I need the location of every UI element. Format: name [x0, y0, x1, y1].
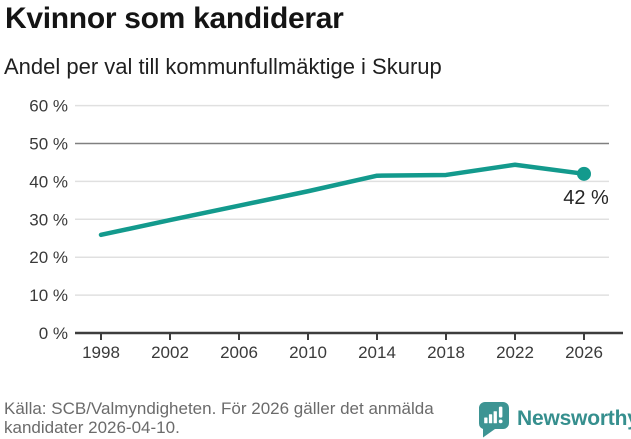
- bar-chart-bar-small-icon: [484, 417, 488, 423]
- x-axis-tick-label: 2006: [220, 343, 258, 362]
- y-axis-tick-label: 40 %: [29, 172, 68, 191]
- last-value-label: 42 %: [563, 187, 609, 209]
- x-axis-tick-label: 1998: [82, 343, 120, 362]
- y-axis-tick-label: 60 %: [29, 97, 68, 116]
- data-point-marker: [577, 166, 591, 181]
- x-axis-tick-label: 2014: [358, 343, 396, 362]
- bar-chart-bar-large-icon: [493, 410, 497, 423]
- data-line: [98, 162, 587, 238]
- exclamation-bar-icon: [498, 406, 503, 418]
- chart-title: Kvinnor som kandiderar: [5, 2, 344, 35]
- newsworthy-logo-text: Newsworthy: [517, 407, 631, 430]
- exclamation-dot-icon: [498, 419, 503, 423]
- x-axis-tick-label: 2018: [427, 343, 465, 362]
- y-axis-tick-label: 30 %: [29, 210, 68, 229]
- line-chart: 0 % 10 % 20 % 30 % 40 % 50 % 60 % 1998 2002 2006 2…: [29, 97, 623, 362]
- y-axis-tick-label: 0 %: [39, 324, 68, 343]
- chart-subtitle: Andel per val till kommunfullmäktige i S…: [4, 54, 442, 79]
- x-axis-tick-label: 2010: [289, 343, 327, 362]
- y-axis-tick-label: 10 %: [29, 286, 68, 305]
- newsworthy-logo: Newsworthy: [478, 400, 631, 438]
- y-axis-tick-label: 20 %: [29, 248, 68, 267]
- x-axis-tick-label: 2002: [151, 343, 189, 362]
- y-axis-tick-label: 50 %: [29, 135, 68, 154]
- x-axis-tick-label: 2026: [565, 343, 603, 362]
- x-axis-tick-label: 2022: [496, 343, 534, 362]
- newsworthy-logo-icon: [479, 401, 509, 437]
- source-note: Källa: SCB/Valmyndigheten. För 2026 gäll…: [4, 399, 434, 437]
- bar-chart-bar-medium-icon: [488, 413, 493, 423]
